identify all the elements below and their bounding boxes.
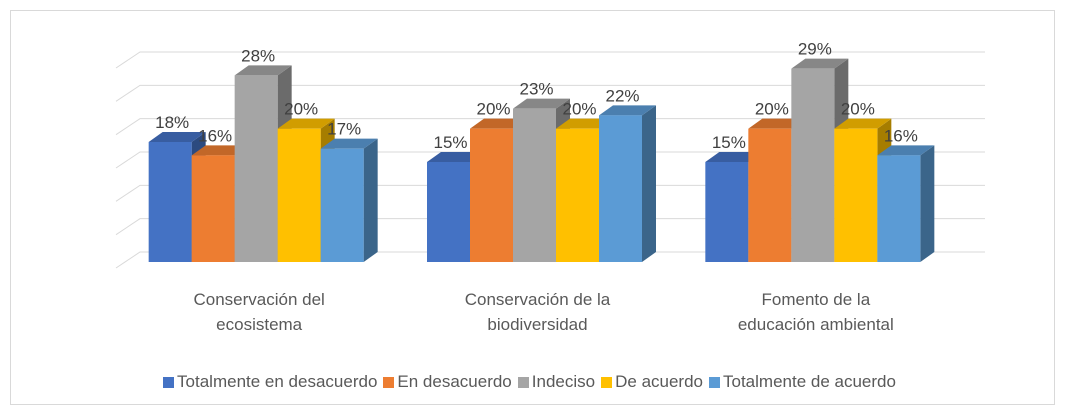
legend-swatch	[383, 376, 395, 388]
legend-item: Indeciso	[517, 372, 596, 392]
legend: Totalmente en desacuerdo En desacuerdo Ind…	[0, 372, 1065, 392]
bar	[191, 155, 235, 262]
data-label: 20%	[562, 100, 596, 119]
bar-top	[277, 118, 335, 129]
x-tick-label: Fomento de la educación ambiental	[737, 290, 894, 334]
x-tick-label: Conservación del ecosistema	[193, 290, 325, 334]
data-label: 20%	[284, 100, 318, 119]
data-label: 15%	[433, 133, 467, 152]
bar-top	[427, 152, 484, 162]
bar	[705, 162, 749, 262]
bar-top	[748, 118, 806, 129]
bar	[513, 108, 556, 263]
bar-top	[599, 105, 656, 116]
data-label: 23%	[519, 80, 553, 99]
bar-top	[148, 132, 206, 142]
bar	[148, 142, 192, 262]
legend-label: De acuerdo	[615, 372, 703, 391]
grid-line	[115, 251, 985, 269]
legend-item: De acuerdo	[601, 372, 703, 392]
grid-line	[115, 184, 985, 202]
legend-label: En desacuerdo	[397, 372, 512, 391]
bar	[791, 68, 835, 263]
bar-top	[470, 118, 527, 129]
bar-top	[191, 145, 249, 156]
legend-label: Totalmente de acuerdo	[723, 372, 896, 391]
bar	[277, 128, 321, 262]
data-label: 16%	[198, 126, 232, 145]
bar-side	[363, 138, 378, 262]
bar	[320, 148, 364, 262]
legend-item: Totalmente en desacuerdo	[163, 372, 377, 392]
grid-line	[115, 118, 985, 136]
data-label: 16%	[884, 126, 918, 145]
bar-top	[320, 138, 378, 149]
bar-top	[791, 58, 849, 69]
bar	[470, 128, 513, 262]
bar-side	[920, 145, 935, 262]
bar-top	[556, 118, 613, 129]
legend-label: Totalmente en desacuerdo	[177, 372, 378, 391]
grid-line	[115, 218, 985, 236]
bar	[877, 155, 921, 262]
data-label: 17%	[327, 120, 361, 139]
legend-item: Totalmente de acuerdo	[709, 372, 896, 392]
x-tick-label: Conservación de la biodiversidad	[464, 290, 611, 334]
bar-top	[513, 98, 570, 109]
bar-side	[642, 105, 656, 262]
bar-top	[834, 118, 892, 129]
legend-swatch	[601, 376, 613, 388]
bar-top	[705, 152, 763, 162]
legend-swatch	[709, 376, 720, 388]
bar	[427, 162, 470, 262]
grid-line	[115, 84, 985, 102]
bar	[234, 75, 278, 262]
data-label: 18%	[155, 113, 189, 132]
legend-item: En desacuerdo	[383, 372, 512, 392]
bar	[599, 115, 642, 262]
data-label: 22%	[605, 86, 639, 105]
data-label: 20%	[476, 100, 510, 119]
data-label: 20%	[841, 100, 875, 119]
legend-swatch	[163, 376, 175, 388]
bar	[556, 128, 599, 262]
grid-line	[115, 151, 985, 169]
data-label: 15%	[712, 133, 746, 152]
bar	[834, 128, 878, 262]
grid-line	[115, 51, 985, 69]
bar-top	[877, 145, 935, 156]
bar-top	[234, 65, 292, 76]
data-label: 28%	[241, 46, 275, 65]
legend-label: Indeciso	[531, 372, 596, 391]
data-label: 29%	[798, 40, 832, 59]
bar	[748, 128, 792, 262]
data-label: 20%	[755, 100, 789, 119]
legend-swatch	[517, 376, 529, 388]
